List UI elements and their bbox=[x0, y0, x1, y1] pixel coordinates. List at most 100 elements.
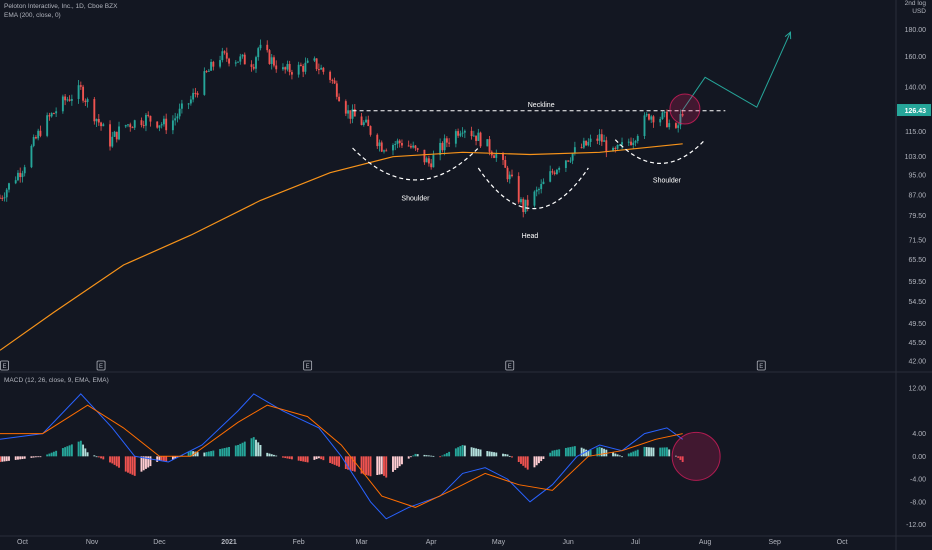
candle-body bbox=[459, 133, 462, 136]
candle-body bbox=[174, 118, 177, 121]
macd-histogram-bar bbox=[158, 456, 161, 461]
macd-legend: MACD (12, 26, close, 9, EMA, EMA) bbox=[4, 377, 109, 384]
macd-histogram-bar bbox=[347, 456, 350, 470]
price-tick-label: 115.00 bbox=[905, 129, 926, 136]
candle-body bbox=[331, 79, 334, 81]
macd-histogram-bar bbox=[522, 456, 525, 466]
candle-body bbox=[636, 136, 639, 142]
macd-histogram-bar bbox=[385, 456, 388, 478]
candle-body bbox=[533, 191, 536, 206]
macd-tick-label: -8.00 bbox=[910, 499, 926, 506]
candle-body bbox=[549, 171, 552, 182]
candle-body bbox=[189, 99, 192, 104]
candle-body bbox=[517, 176, 520, 203]
macd-tick-label: 0.00 bbox=[912, 454, 926, 461]
left-shoulder-arc bbox=[352, 147, 479, 181]
macd-histogram-bar bbox=[52, 451, 55, 457]
currency-label: USD bbox=[912, 8, 926, 15]
scale-note: 2nd log bbox=[904, 0, 926, 7]
macd-histogram-bar bbox=[564, 447, 567, 457]
macd-histogram-bar bbox=[585, 449, 588, 457]
candle-body bbox=[472, 135, 475, 137]
candle-body bbox=[306, 60, 309, 63]
macd-histogram-bar bbox=[145, 456, 147, 469]
candle-body bbox=[39, 130, 42, 136]
macd-histogram-bar bbox=[129, 456, 132, 474]
macd-histogram-bar bbox=[140, 456, 143, 472]
head-arc bbox=[477, 167, 589, 209]
macd-histogram-bar bbox=[520, 456, 522, 464]
macd-histogram-bar bbox=[189, 450, 192, 457]
macd-histogram-bar bbox=[234, 445, 237, 457]
candle-body bbox=[618, 144, 621, 146]
candle-body bbox=[180, 103, 183, 109]
macd-histogram-bar bbox=[250, 438, 253, 457]
candle-body bbox=[621, 142, 623, 145]
macd-histogram-bar bbox=[634, 450, 637, 457]
candle-body bbox=[407, 145, 410, 147]
candle-body bbox=[668, 123, 671, 128]
candle-body bbox=[82, 86, 85, 101]
projection-line bbox=[682, 31, 791, 111]
candle-body bbox=[463, 130, 466, 133]
earnings-marker-label: E bbox=[306, 364, 310, 370]
macd-histogram-bar bbox=[17, 456, 19, 460]
macd-histogram-bar bbox=[650, 447, 653, 457]
candle-body bbox=[259, 44, 262, 49]
macd-histogram-bar bbox=[302, 456, 305, 462]
macd-histogram-bar bbox=[383, 456, 385, 476]
candle-body bbox=[282, 67, 284, 70]
macd-histogram-bar bbox=[589, 449, 592, 457]
macd-histogram-bar bbox=[66, 446, 69, 457]
candle-body bbox=[3, 197, 6, 199]
macd-histogram-bar bbox=[632, 451, 635, 457]
breakout-highlight bbox=[669, 93, 701, 125]
candle-body bbox=[77, 85, 80, 99]
macd-histogram-bar bbox=[349, 456, 352, 471]
price-tick-label: 59.50 bbox=[908, 279, 926, 286]
candle-body bbox=[414, 145, 417, 149]
macd-histogram-bar bbox=[149, 456, 152, 467]
price-tick-label: 87.00 bbox=[908, 193, 926, 200]
macd-histogram-bar bbox=[430, 455, 433, 457]
price-tick-label: 54.50 bbox=[908, 299, 926, 306]
candle-body bbox=[627, 141, 630, 143]
macd-histogram-bar bbox=[86, 452, 89, 457]
macd-histogram-bar bbox=[84, 448, 87, 457]
candle-series bbox=[0, 39, 684, 218]
price-tick-label: 160.00 bbox=[905, 54, 927, 61]
candle-body bbox=[522, 199, 525, 213]
candle-body bbox=[196, 93, 199, 95]
macd-histogram-bar bbox=[142, 456, 145, 471]
macd-histogram-bar bbox=[19, 456, 22, 460]
right-shoulder-label: Shoulder bbox=[653, 177, 682, 184]
macd-histogram-bar bbox=[77, 441, 80, 457]
macd-histogram-bar bbox=[598, 446, 601, 457]
macd-histogram-bar bbox=[95, 456, 98, 458]
candle-body bbox=[79, 85, 82, 87]
candle-body bbox=[425, 158, 428, 163]
candle-body bbox=[538, 189, 540, 191]
candle-body bbox=[32, 137, 35, 146]
macd-histogram-bar bbox=[113, 456, 116, 465]
earnings-marker-label: E bbox=[2, 364, 6, 370]
macd-histogram-bar bbox=[636, 449, 639, 457]
candle-body bbox=[320, 67, 323, 70]
macd-histogram-bar bbox=[21, 456, 24, 460]
head-label: Head bbox=[522, 233, 539, 240]
candle-body bbox=[394, 143, 397, 145]
candle-body bbox=[347, 110, 350, 114]
candle-body bbox=[666, 111, 668, 128]
macd-histogram-bar bbox=[600, 447, 603, 457]
macd-histogram-bar bbox=[32, 456, 35, 458]
candle-body bbox=[48, 115, 51, 117]
candle-body bbox=[333, 80, 336, 84]
candle-body bbox=[398, 140, 401, 144]
candle-body bbox=[338, 96, 341, 102]
macd-histogram-bar bbox=[23, 456, 26, 459]
macd-histogram-bar bbox=[432, 455, 435, 457]
macd-histogram-bar bbox=[587, 450, 590, 457]
candle-body bbox=[109, 124, 111, 147]
candle-body bbox=[632, 142, 635, 146]
